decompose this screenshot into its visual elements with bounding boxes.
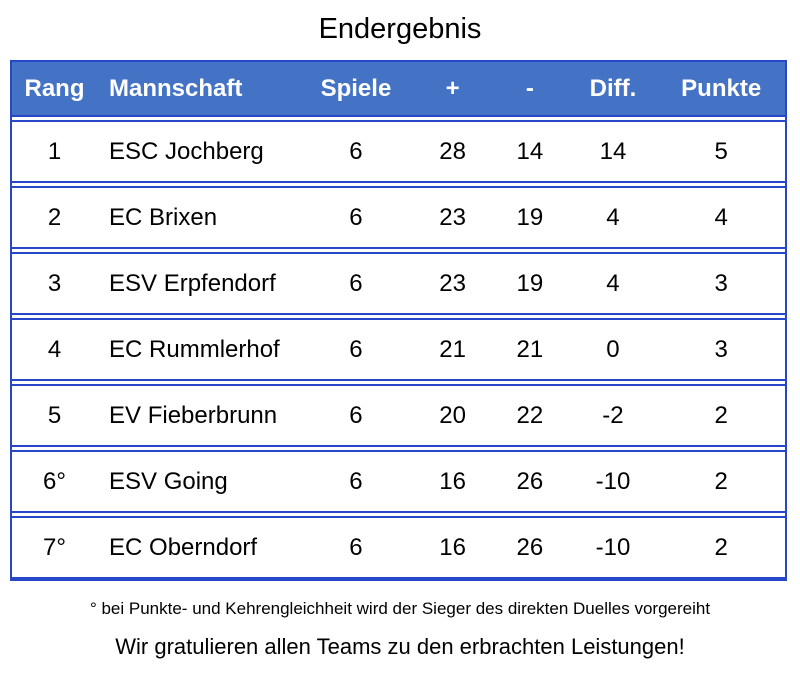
header-cell-plus: + <box>445 74 460 102</box>
cell-punkte: 3 <box>714 335 728 363</box>
cell-rang: 6° <box>43 467 66 495</box>
cell-plus: 20 <box>439 401 466 429</box>
table-row: 2 EC Brixen 6 23 19 4 4 <box>12 186 785 249</box>
table-row: 4 EC Rummlerhof 6 21 21 0 3 <box>12 318 785 381</box>
congratulations-text: Wir gratulieren allen Teams zu den erbra… <box>115 634 685 659</box>
cell-rang: 2 <box>47 203 62 231</box>
cell-spiele: 6 <box>349 203 363 231</box>
cell-mannschaft: ESV Going <box>109 467 228 495</box>
cell-punkte: 2 <box>714 467 728 495</box>
cell-punkte: 2 <box>714 401 728 429</box>
cell-spiele: 6 <box>349 269 363 297</box>
cell-mannschaft: EV Fieberbrunn <box>109 401 278 429</box>
cell-diff: 14 <box>599 137 627 165</box>
cell-plus: 23 <box>439 203 466 231</box>
cell-rang: 4 <box>47 335 62 363</box>
table-row: 7° EC Oberndorf 6 16 26 -10 2 <box>12 516 785 579</box>
cell-minus: 21 <box>516 335 544 363</box>
cell-rang: 1 <box>47 137 62 165</box>
cell-plus: 16 <box>439 467 466 495</box>
cell-punkte: 4 <box>714 203 728 231</box>
cell-punkte: 3 <box>714 269 728 297</box>
cell-punkte: 2 <box>714 533 728 561</box>
cell-rang: 7° <box>43 533 66 561</box>
cell-diff: -10 <box>595 533 631 561</box>
cell-minus: 19 <box>516 269 544 297</box>
table-body: 1 ESC Jochberg 6 28 14 14 5 2 EC Brixen 6 23 19 4 4 3 E… <box>12 120 785 579</box>
cell-plus: 23 <box>439 269 466 297</box>
cell-mannschaft: EC Brixen <box>109 203 218 231</box>
cell-rang: 5 <box>47 401 62 429</box>
cell-spiele: 6 <box>349 467 363 495</box>
cell-plus: 16 <box>439 533 466 561</box>
cell-minus: 26 <box>516 467 544 495</box>
cell-diff: 4 <box>606 203 620 231</box>
cell-diff: 4 <box>606 269 620 297</box>
header-cell-spiele: Spiele <box>320 74 392 102</box>
cell-minus: 22 <box>516 401 544 429</box>
header-cell-punkte: Punkte <box>681 74 762 102</box>
table-row: 5 EV Fieberbrunn 6 20 22 -2 2 <box>12 384 785 447</box>
cell-plus: 28 <box>439 137 466 165</box>
cell-minus: 26 <box>516 533 544 561</box>
page-title: Endergebnis <box>318 13 482 45</box>
cell-diff: -2 <box>602 401 624 429</box>
header-cell-minus: - <box>525 74 534 102</box>
cell-spiele: 6 <box>349 533 363 561</box>
results-table: Rang Mannschaft Spiele + - Diff. Punkte 1 ESC J… <box>10 60 787 581</box>
header-cell-diff: Diff. <box>589 74 637 102</box>
cell-mannschaft: EC Rummlerhof <box>109 335 280 363</box>
table-header-row: Rang Mannschaft Spiele + - Diff. Punkte <box>12 62 785 117</box>
cell-plus: 21 <box>439 335 466 363</box>
table-row: 6° ESV Going 6 16 26 -10 2 <box>12 450 785 513</box>
cell-minus: 14 <box>516 137 544 165</box>
cell-punkte: 5 <box>714 137 728 165</box>
cell-mannschaft: ESC Jochberg <box>109 137 264 165</box>
cell-mannschaft: EC Oberndorf <box>109 533 258 561</box>
table-row: 1 ESC Jochberg 6 28 14 14 5 <box>12 120 785 183</box>
cell-minus: 19 <box>516 203 544 231</box>
cell-diff: -10 <box>595 467 631 495</box>
cell-rang: 3 <box>47 269 62 297</box>
cell-mannschaft: ESV Erpfendorf <box>109 269 276 297</box>
table-row: 3 ESV Erpfendorf 6 23 19 4 3 <box>12 252 785 315</box>
footnote: ° bei Punkte- und Kehrengleichheit wird … <box>89 599 711 618</box>
cell-spiele: 6 <box>349 401 363 429</box>
cell-spiele: 6 <box>349 137 363 165</box>
header-cell-rang: Rang <box>24 74 85 102</box>
cell-spiele: 6 <box>349 335 363 363</box>
cell-diff: 0 <box>606 335 620 363</box>
header-cell-mannschaft: Mannschaft <box>109 74 243 102</box>
